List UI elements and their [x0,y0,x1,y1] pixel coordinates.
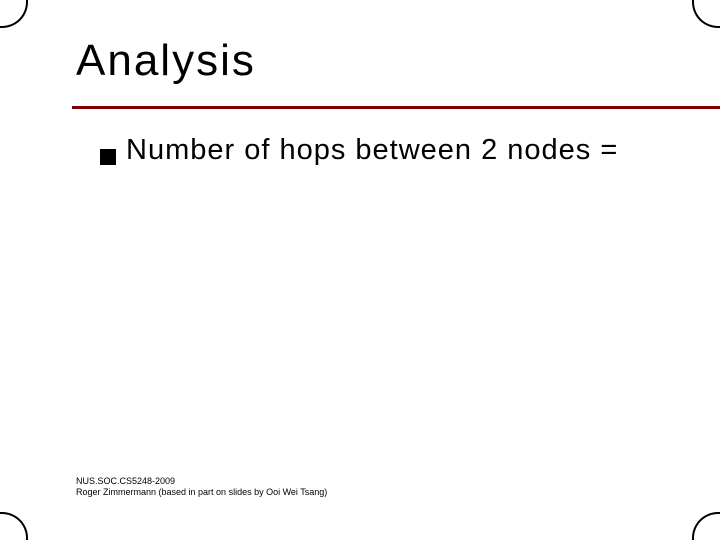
slide: Analysis Number of hops between 2 nodes … [0,0,720,540]
slide-title: Analysis [76,36,256,86]
slide-footer: NUS.SOC.CS5248-2009 Roger Zimmermann (ba… [76,476,327,499]
corner-decoration-tl [0,0,28,28]
footer-line-1: NUS.SOC.CS5248-2009 [76,476,327,487]
bullet-text: Number of hops between 2 nodes = [126,134,618,167]
corner-decoration-tr [692,0,720,28]
corner-decoration-br [692,512,720,540]
square-bullet-icon [100,149,116,165]
slide-body: Number of hops between 2 nodes = [100,134,680,167]
title-underline [72,106,720,109]
bullet-item: Number of hops between 2 nodes = [100,134,680,167]
corner-decoration-bl [0,512,28,540]
footer-line-2: Roger Zimmermann (based in part on slide… [76,487,327,498]
